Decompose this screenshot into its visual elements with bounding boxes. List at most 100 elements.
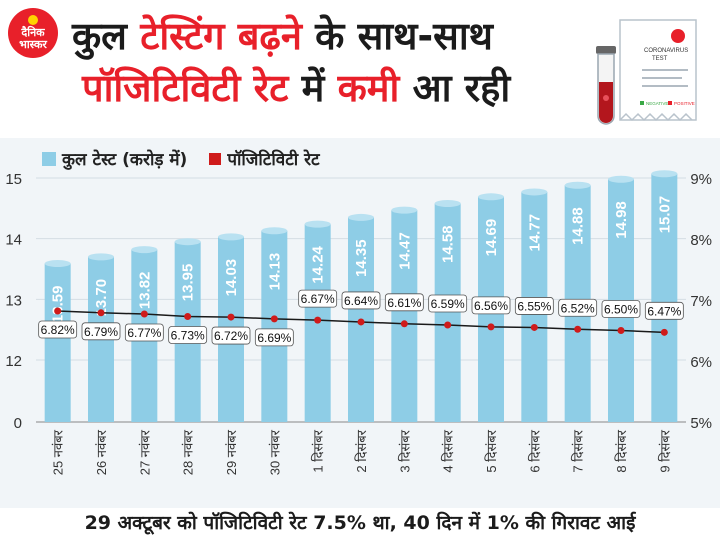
positivity-value-label: 6.79% (84, 325, 118, 339)
bar-cap (521, 188, 548, 196)
positivity-value-label: 6.61% (387, 296, 421, 310)
positivity-label-box (81, 322, 121, 341)
bar-value-label: 14.24 (310, 245, 327, 283)
headline-word-4: आ रही (412, 66, 511, 110)
legend-label-positivity: पॉजिटिविटी रेट (227, 150, 320, 170)
bar-value-label: 13.95 (180, 264, 197, 302)
bar-cap (434, 199, 461, 207)
bar-value-label: 13.70 (93, 279, 110, 317)
left-axis-tick-label: 12 (5, 353, 22, 370)
x-axis-tick-label: 28 नवंबर (181, 429, 196, 475)
positivity-point (660, 328, 668, 336)
positivity-point (400, 320, 408, 328)
headline-highlight-1: टेस्टिंग बढ़ने (140, 14, 302, 58)
left-axis-tick-label: 15 (5, 171, 22, 188)
positivity-value-label: 6.77% (127, 326, 161, 340)
x-axis-tick-label: 9 दिसंबर (657, 429, 672, 472)
bar-value-label: 15.07 (656, 196, 673, 234)
right-axis-tick-label: 9% (690, 171, 712, 188)
positivity-point (574, 325, 582, 333)
headline-word-2: के साथ-साथ (315, 14, 493, 58)
bar-cap (44, 260, 71, 268)
x-axis-tick-label: 1 दिसंबर (311, 429, 326, 472)
bar-value-label: 13.59 (50, 286, 67, 324)
option-negative: NEGATIVE (646, 101, 668, 106)
positivity-label-box (384, 293, 424, 312)
positivity-label-box (428, 294, 468, 313)
bar-cap (348, 213, 374, 221)
x-axis-tick-label: 25 नवंबर (51, 429, 66, 475)
bar-value-label: 14.69 (483, 219, 500, 257)
x-axis-tick-label: 2 दिसंबर (354, 429, 369, 472)
brand-line1: दैनिक (21, 26, 45, 39)
positivity-value-label: 6.59% (431, 297, 465, 311)
positivity-point (227, 313, 235, 321)
positivity-point (140, 310, 148, 318)
positivity-point (530, 323, 538, 331)
positivity-label-box (124, 323, 164, 342)
bar-value-label: 14.03 (223, 259, 240, 297)
headline-line2: पॉजिटिविटी रेट में कमी आ रही (72, 62, 592, 114)
headline-word-1: कुल (72, 14, 127, 58)
positivity-value-label: 6.52% (561, 301, 595, 315)
bar-cap (478, 193, 504, 201)
brand-line2: भास्कर (19, 38, 47, 51)
option-positive: POSITIVE (674, 101, 695, 106)
positivity-value-label: 6.67% (301, 292, 335, 306)
legend-swatch-bar (42, 151, 56, 166)
bar-value-label: 13.82 (136, 272, 153, 310)
positivity-label-box (341, 291, 381, 310)
x-axis-tick-label: 4 दिसंबर (441, 429, 456, 472)
bar (44, 263, 71, 422)
right-axis-tick-label: 5% (690, 415, 712, 432)
legend-item-tests: कुल टेस्ट (करोड़ में) (42, 147, 187, 170)
positivity-value-label: 6.55% (517, 299, 551, 313)
positivity-point (314, 316, 322, 324)
bar (651, 173, 678, 422)
bar-value-label: 14.77 (526, 214, 543, 252)
positivity-label-box (514, 297, 554, 315)
legend-label-tests: कुल टेस्ट (करोड़ में) (62, 150, 188, 170)
positivity-label-box (644, 301, 684, 320)
positivity-point (270, 315, 278, 323)
x-axis-tick-label: 7 दिसंबर (571, 429, 586, 472)
right-axis-tick-label: 8% (690, 232, 712, 249)
positivity-value-label: 6.82% (41, 323, 75, 337)
positivity-label-box (211, 326, 251, 345)
headline-word-3: में (301, 66, 325, 110)
bar-value-label: 14.58 (440, 225, 457, 263)
bar-cap (651, 170, 678, 178)
bar-cap (608, 175, 634, 183)
positivity-label-box (168, 326, 208, 344)
brand-logo: दैनिक भास्कर (8, 8, 58, 58)
positivity-point (357, 318, 365, 326)
bar-value-label: 14.35 (353, 239, 370, 277)
left-axis-tick-label: 14 (5, 232, 22, 249)
right-axis-tick-label: 6% (690, 354, 712, 371)
positivity-label-box (601, 300, 641, 318)
bar-cap (218, 233, 244, 241)
headline-line1: कुल टेस्टिंग बढ़ने के साथ-साथ (72, 10, 592, 62)
positivity-value-label: 6.69% (257, 331, 291, 345)
x-axis-tick-label: 3 दिसंबर (397, 429, 412, 472)
positivity-point (444, 321, 452, 329)
bar-cap (391, 206, 418, 214)
legend-swatch-point (209, 152, 222, 165)
positivity-point (97, 309, 105, 317)
sun-icon (28, 15, 38, 25)
positivity-label-box (298, 289, 338, 308)
x-axis-tick-label: 26 नवंबर (94, 429, 109, 475)
positivity-value-label: 6.73% (171, 328, 205, 342)
left-axis-tick-label: 0 (14, 415, 22, 432)
x-axis-tick-label: 5 दिसंबर (484, 429, 499, 472)
positivity-label-box (471, 296, 511, 315)
positivity-value-label: 6.64% (344, 294, 378, 308)
positivity-label-box (558, 298, 598, 317)
bar-cap (564, 181, 591, 189)
x-axis-tick-label: 30 नवंबर (267, 429, 282, 475)
headline-highlight-2: पॉजिटिविटी रेट (82, 66, 289, 110)
bar (391, 210, 418, 422)
positivity-point (184, 312, 192, 320)
positivity-value-label: 6.47% (647, 304, 681, 318)
report-title-2: TEST (652, 56, 668, 62)
